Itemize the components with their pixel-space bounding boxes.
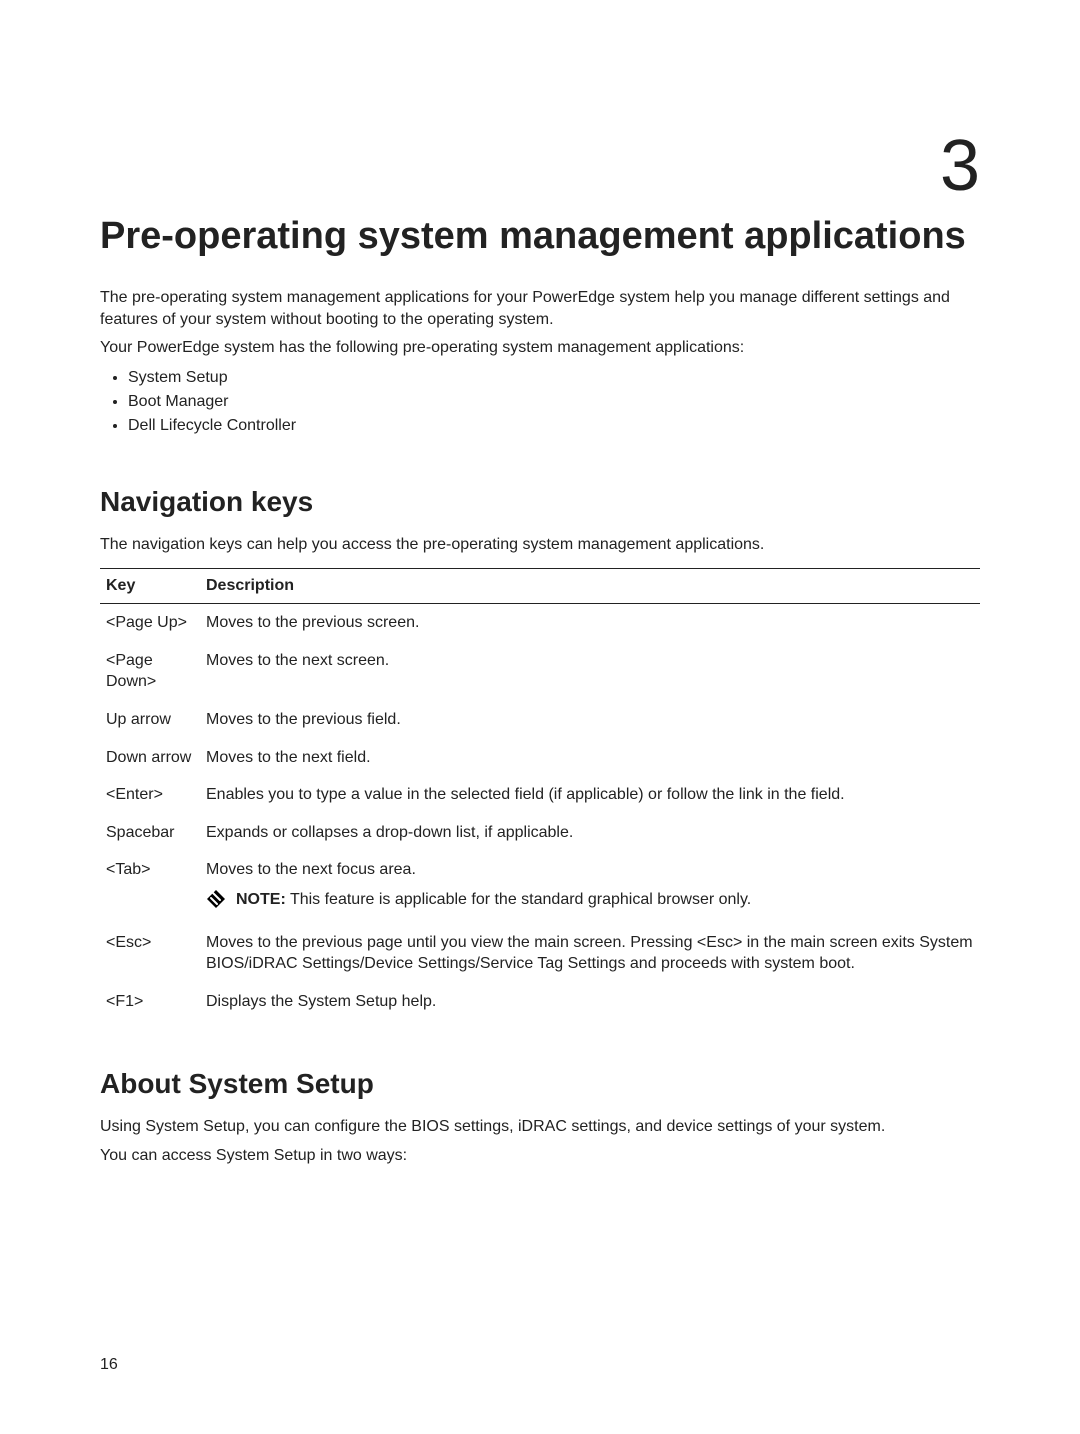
note-icon: [206, 889, 226, 916]
col-description: Description: [200, 569, 980, 604]
key-cell: <Page Up>: [100, 604, 200, 642]
table-row: <Esc> Moves to the previous page until y…: [100, 924, 980, 983]
navigation-keys-heading: Navigation keys: [100, 486, 980, 518]
about-paragraph-2: You can access System Setup in two ways:: [100, 1145, 980, 1167]
table-header-row: Key Description: [100, 569, 980, 604]
intro-paragraph-1: The pre-operating system management appl…: [100, 287, 980, 332]
key-cell: <F1>: [100, 983, 200, 1021]
table-row: <Page Up> Moves to the previous screen.: [100, 604, 980, 642]
key-cell: Down arrow: [100, 739, 200, 777]
table-row: <Page Down> Moves to the next screen.: [100, 642, 980, 701]
desc-cell: Expands or collapses a drop-down list, i…: [200, 814, 980, 852]
col-key: Key: [100, 569, 200, 604]
key-cell: <Enter>: [100, 776, 200, 814]
list-item: Dell Lifecycle Controller: [128, 414, 980, 438]
note-block: NOTE: This feature is applicable for the…: [206, 889, 974, 916]
note-body: This feature is applicable for the stand…: [286, 891, 751, 908]
list-item: System Setup: [128, 366, 980, 390]
navigation-keys-intro: The navigation keys can help you access …: [100, 534, 980, 556]
chapter-number: 3: [940, 125, 980, 207]
key-cell: <Tab>: [100, 851, 200, 923]
desc-cell: Moves to the next focus area. NOTE: This…: [200, 851, 980, 923]
desc-cell: Moves to the previous screen.: [200, 604, 980, 642]
desc-text: Moves to the next focus area.: [206, 861, 416, 878]
list-item: Boot Manager: [128, 390, 980, 414]
table-row: <Enter> Enables you to type a value in t…: [100, 776, 980, 814]
about-system-setup-heading: About System Setup: [100, 1068, 980, 1100]
desc-cell: Enables you to type a value in the selec…: [200, 776, 980, 814]
table-row: Spacebar Expands or collapses a drop-dow…: [100, 814, 980, 852]
key-cell: <Esc>: [100, 924, 200, 983]
table-row: <F1> Displays the System Setup help.: [100, 983, 980, 1021]
intro-paragraph-2: Your PowerEdge system has the following …: [100, 337, 980, 359]
desc-cell: Moves to the previous field.: [200, 701, 980, 739]
desc-cell: Moves to the previous page until you vie…: [200, 924, 980, 983]
desc-cell: Moves to the next field.: [200, 739, 980, 777]
table-row: <Tab> Moves to the next focus area. NOTE…: [100, 851, 980, 923]
desc-cell: Displays the System Setup help.: [200, 983, 980, 1021]
key-cell: Spacebar: [100, 814, 200, 852]
note-label: NOTE:: [236, 891, 286, 908]
table-row: Down arrow Moves to the next field.: [100, 739, 980, 777]
navigation-keys-table: Key Description <Page Up> Moves to the p…: [100, 568, 980, 1020]
app-list: System Setup Boot Manager Dell Lifecycle…: [128, 366, 980, 438]
about-paragraph-1: Using System Setup, you can configure th…: [100, 1116, 980, 1138]
desc-cell: Moves to the next screen.: [200, 642, 980, 701]
key-cell: <Page Down>: [100, 642, 200, 701]
page-number: 16: [100, 1356, 118, 1374]
page-title: Pre-operating system management applicat…: [100, 215, 980, 259]
note-text: NOTE: This feature is applicable for the…: [236, 889, 751, 911]
table-row: Up arrow Moves to the previous field.: [100, 701, 980, 739]
key-cell: Up arrow: [100, 701, 200, 739]
